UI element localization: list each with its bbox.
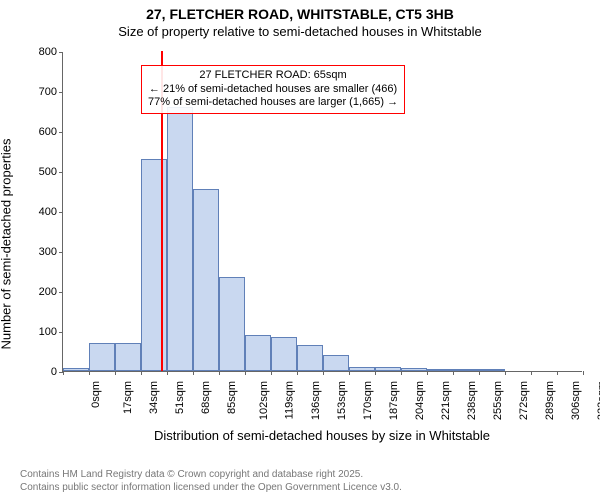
histogram-bar xyxy=(167,107,193,371)
annotation-line-1: 27 FLETCHER ROAD: 65sqm xyxy=(148,69,398,83)
y-tick-mark xyxy=(59,92,63,93)
x-tick-mark xyxy=(583,371,584,375)
x-tick-label: 17sqm xyxy=(122,381,134,414)
y-tick-mark xyxy=(59,292,63,293)
x-tick-mark xyxy=(557,371,558,375)
x-tick-mark xyxy=(297,371,298,375)
annotation-line-2: ← 21% of semi-detached houses are smalle… xyxy=(148,83,398,97)
x-tick-mark xyxy=(271,371,272,375)
x-tick-mark xyxy=(141,371,142,375)
histogram-bar xyxy=(115,343,141,371)
histogram-bar xyxy=(427,369,453,371)
x-tick-label: 153sqm xyxy=(336,381,348,420)
histogram-bar xyxy=(193,189,219,371)
histogram-bar xyxy=(297,345,323,371)
histogram-bar xyxy=(349,367,375,371)
x-tick-label: 34sqm xyxy=(148,381,160,414)
annotation-box: 27 FLETCHER ROAD: 65sqm← 21% of semi-det… xyxy=(141,65,405,114)
x-tick-label: 272sqm xyxy=(518,381,530,420)
x-tick-mark xyxy=(427,371,428,375)
x-tick-label: 119sqm xyxy=(283,381,295,419)
x-tick-label: 136sqm xyxy=(310,381,322,420)
footer-attribution: Contains HM Land Registry data © Crown c… xyxy=(20,469,402,494)
histogram-bar xyxy=(63,368,89,371)
x-tick-label: 221sqm xyxy=(440,381,452,420)
x-tick-label: 170sqm xyxy=(362,381,374,420)
y-tick-mark xyxy=(59,332,63,333)
histogram-bar xyxy=(271,337,297,371)
x-tick-mark xyxy=(531,371,532,375)
x-tick-mark xyxy=(401,371,402,375)
y-tick-mark xyxy=(59,172,63,173)
x-tick-label: 306sqm xyxy=(570,381,582,420)
x-tick-mark xyxy=(63,371,64,375)
annotation-line-3: 77% of semi-detached houses are larger (… xyxy=(148,96,398,110)
x-tick-label: 0sqm xyxy=(90,381,102,408)
x-tick-label: 102sqm xyxy=(258,381,270,420)
x-tick-label: 204sqm xyxy=(414,381,426,420)
x-tick-label: 255sqm xyxy=(492,381,504,420)
footer-line1: Contains HM Land Registry data © Crown c… xyxy=(20,469,402,482)
histogram-bar xyxy=(219,277,245,371)
x-tick-mark xyxy=(349,371,350,375)
footer-line2: Contains public sector information licen… xyxy=(20,482,402,495)
histogram-bar xyxy=(375,367,401,371)
title-line2: Size of property relative to semi-detach… xyxy=(0,24,600,39)
x-tick-mark xyxy=(89,371,90,375)
x-tick-label: 85sqm xyxy=(226,381,238,414)
y-tick-mark xyxy=(59,52,63,53)
y-tick-mark xyxy=(59,252,63,253)
histogram-bar xyxy=(479,369,505,371)
x-tick-mark xyxy=(479,371,480,375)
x-tick-mark xyxy=(323,371,324,375)
y-tick-mark xyxy=(59,132,63,133)
y-axis-label: Number of semi-detached properties xyxy=(0,94,14,394)
x-tick-mark xyxy=(167,371,168,375)
histogram-bar xyxy=(453,369,479,371)
x-tick-label: 68sqm xyxy=(200,381,212,414)
chart-container: Number of semi-detached properties 01002… xyxy=(0,44,600,444)
plot-area: 01002003004005006007008000sqm17sqm34sqm5… xyxy=(62,52,582,372)
x-axis-label: Distribution of semi-detached houses by … xyxy=(62,428,582,443)
x-tick-mark xyxy=(245,371,246,375)
x-tick-label: 323sqm xyxy=(596,381,600,420)
y-tick-mark xyxy=(59,212,63,213)
x-tick-label: 289sqm xyxy=(544,381,556,420)
x-tick-label: 51sqm xyxy=(174,381,186,414)
x-tick-mark xyxy=(193,371,194,375)
histogram-bar xyxy=(245,335,271,371)
histogram-bar xyxy=(89,343,115,371)
x-tick-mark xyxy=(453,371,454,375)
x-tick-mark xyxy=(219,371,220,375)
x-tick-label: 238sqm xyxy=(466,381,478,420)
x-tick-mark xyxy=(115,371,116,375)
title-block: 27, FLETCHER ROAD, WHITSTABLE, CT5 3HB S… xyxy=(0,0,600,39)
histogram-bar xyxy=(323,355,349,371)
x-tick-mark xyxy=(375,371,376,375)
x-tick-label: 187sqm xyxy=(388,381,400,420)
x-tick-mark xyxy=(505,371,506,375)
histogram-bar xyxy=(401,368,427,371)
title-line1: 27, FLETCHER ROAD, WHITSTABLE, CT5 3HB xyxy=(0,6,600,22)
